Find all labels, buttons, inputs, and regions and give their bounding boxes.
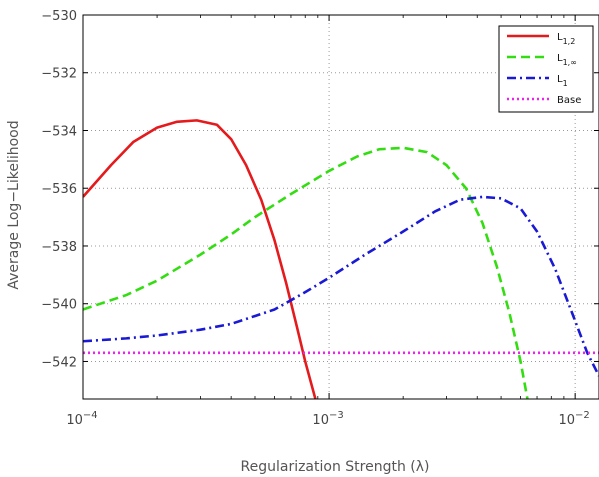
legend-label-3: Base — [557, 95, 581, 106]
legend-label-1: L1,∞ — [557, 53, 577, 67]
x-tick-label-0: 10−4 — [66, 410, 97, 428]
y-tick-label-0: −530 — [41, 9, 77, 24]
series-layer — [83, 119, 599, 399]
x-axis-label: Regularization Strength (λ) — [241, 459, 430, 475]
x-tick-label-2: 10−2 — [559, 410, 590, 428]
x-tick-label-1: 10−3 — [312, 410, 343, 428]
series-line-0 — [83, 119, 317, 399]
y-axis-label: Average Log−Likelihood — [6, 120, 22, 289]
y-tick-label-1: −532 — [41, 67, 77, 82]
legend-label-2: L1 — [557, 74, 568, 88]
y-tick-label-4: −538 — [41, 240, 77, 255]
legend-box — [498, 25, 594, 113]
legend: L1,2 L1,∞ L1 Base — [498, 25, 594, 113]
y-tick-label-3: −536 — [41, 182, 77, 197]
plot-frame — [82, 14, 599, 400]
y-tick-label-5: −540 — [41, 298, 77, 313]
tick-layer: −530 −532 −534 −536 −538 −540 −542 10−4 10−3 10−2 — [41, 9, 599, 428]
legend-label-0: L1,2 — [557, 32, 575, 46]
series-line-1 — [83, 146, 529, 399]
y-tick-label-2: −534 — [41, 124, 77, 139]
series-line-2 — [83, 195, 599, 377]
y-tick-label-6: −542 — [41, 355, 77, 370]
